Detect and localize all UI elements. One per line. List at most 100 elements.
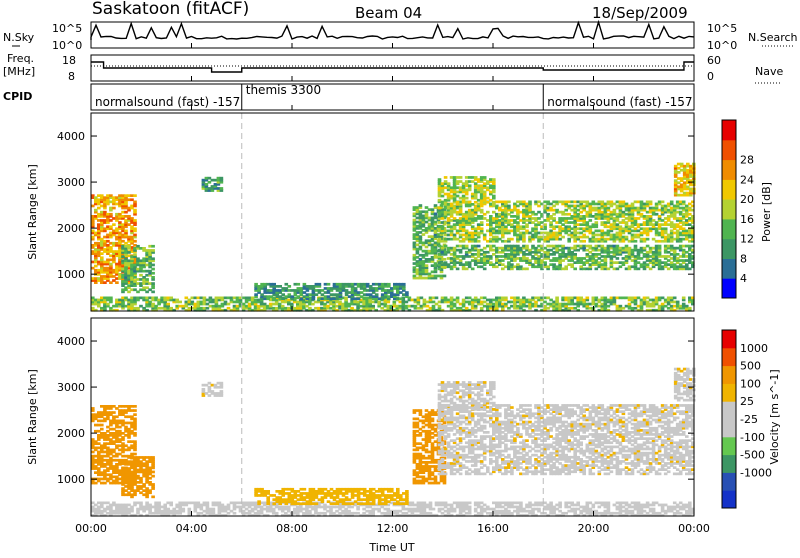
freq-label-1: Freq. — [7, 52, 34, 65]
range-cell — [643, 221, 647, 224]
range-cell — [661, 303, 665, 306]
range-cell — [118, 409, 122, 412]
range-cell — [139, 259, 143, 262]
date-title: 18/Sep/2009 — [592, 4, 688, 22]
range-cell — [281, 287, 285, 290]
range-cell — [492, 201, 496, 204]
range-cell — [381, 293, 385, 296]
range-cell — [634, 240, 638, 243]
range-cell — [133, 194, 137, 197]
range-cell — [100, 502, 104, 505]
range-cell — [462, 234, 466, 237]
range-cell — [118, 504, 122, 507]
range-cell — [522, 297, 526, 300]
range-cell — [375, 293, 379, 296]
range-cell — [151, 268, 155, 271]
range-cell — [462, 238, 466, 241]
range-cell — [100, 510, 104, 513]
range-cell — [151, 475, 155, 478]
range-cell — [543, 223, 547, 226]
range-cell — [145, 278, 149, 281]
range-cell — [683, 192, 687, 195]
range-cell — [661, 261, 665, 264]
range-cell — [643, 261, 647, 264]
range-cell — [501, 247, 505, 250]
range-cell — [109, 297, 113, 300]
range-cell — [422, 242, 426, 245]
range-cell — [582, 227, 586, 230]
range-cell — [561, 227, 565, 230]
range-cell — [160, 510, 164, 513]
range-cell — [522, 251, 526, 254]
range-cell — [441, 225, 445, 228]
range-cell — [221, 303, 225, 306]
range-cell — [422, 229, 426, 232]
range-cell — [670, 201, 674, 204]
range-cell — [139, 460, 143, 463]
nave-tick-bottom: 0 — [707, 70, 714, 83]
range-cell — [483, 176, 487, 179]
range-cell — [118, 482, 122, 485]
range-cell — [622, 257, 626, 260]
range-cell — [643, 227, 647, 230]
range-cell — [582, 234, 586, 237]
range-cell — [480, 227, 484, 230]
range-cell — [492, 195, 496, 198]
range-cell — [151, 471, 155, 474]
range-cell — [622, 219, 626, 222]
range-cell — [260, 506, 264, 509]
range-cell — [465, 197, 469, 200]
range-cell — [486, 211, 490, 214]
range-cell — [683, 165, 687, 168]
range-cell — [320, 307, 324, 310]
colorbar-swatch — [722, 179, 736, 199]
range-cell — [118, 213, 122, 216]
range-cell — [202, 388, 206, 391]
range-cell — [399, 297, 403, 300]
range-cell — [456, 297, 460, 300]
range-cell — [139, 282, 143, 285]
range-cell — [501, 201, 505, 204]
range-cell — [582, 215, 586, 218]
range-cell — [133, 418, 137, 421]
range-cell — [133, 405, 137, 408]
range-cell — [477, 245, 481, 248]
range-cell — [422, 215, 426, 218]
nsearch-label: N.Search — [748, 31, 798, 44]
range-cell — [682, 207, 686, 210]
range-cell — [441, 240, 445, 243]
range-cell — [220, 177, 224, 180]
range-cell — [151, 456, 155, 459]
range-cell — [582, 257, 586, 260]
range-cell — [682, 245, 686, 248]
range-cell — [589, 219, 593, 222]
range-cell — [682, 238, 686, 241]
range-cell — [543, 261, 547, 264]
range-cell — [166, 303, 170, 306]
range-cell — [682, 227, 686, 230]
range-cell — [178, 301, 182, 304]
range-cell — [525, 268, 529, 271]
range-cell — [622, 201, 626, 204]
range-cell — [344, 297, 348, 300]
range-cell — [360, 295, 364, 298]
range-cell — [133, 413, 137, 416]
range-cell — [483, 251, 487, 254]
y-tick-label: 1000 — [57, 268, 85, 281]
range-cell — [456, 268, 460, 271]
range-cell — [582, 299, 586, 302]
beam-title: Beam 04 — [355, 4, 422, 22]
range-cell — [133, 219, 137, 222]
range-cell — [160, 297, 164, 300]
range-cell — [160, 307, 164, 310]
range-cell — [443, 258, 447, 261]
range-cell — [200, 301, 204, 304]
range-cell — [682, 303, 686, 306]
range-cell — [118, 478, 122, 481]
range-cell — [483, 305, 487, 308]
range-cell — [297, 283, 301, 286]
range-cell — [139, 305, 143, 308]
range-cell — [133, 440, 137, 443]
range-cell — [422, 250, 426, 253]
range-cell — [688, 307, 692, 310]
